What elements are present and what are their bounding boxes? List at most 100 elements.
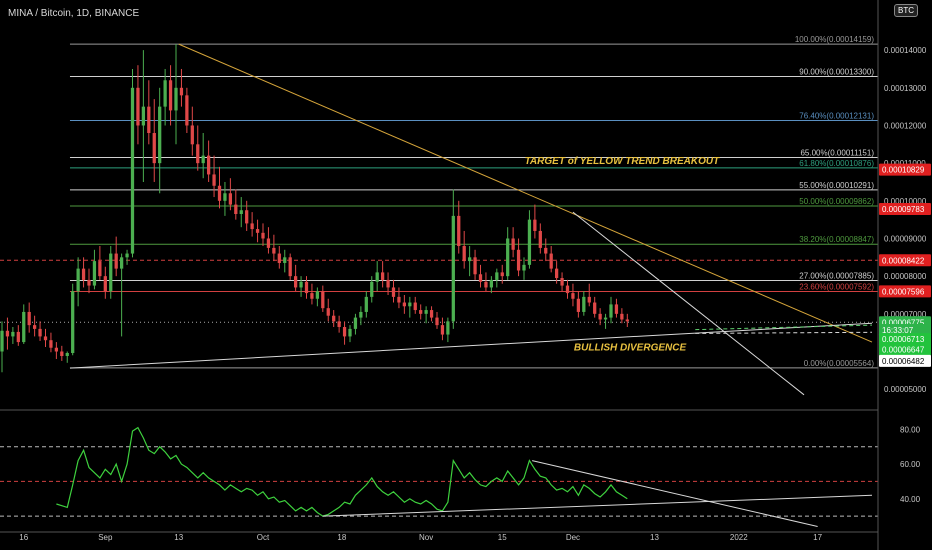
candle-down <box>457 200 461 254</box>
candle-down <box>234 189 238 220</box>
candle-body <box>593 302 597 314</box>
candle-body <box>60 351 64 357</box>
candle-down <box>5 317 10 350</box>
candle-body <box>141 106 146 126</box>
candle-body <box>495 272 499 280</box>
rsi-resistance <box>532 460 818 528</box>
candle-down <box>250 212 254 237</box>
candle-body <box>217 185 222 201</box>
candle-body <box>0 330 4 352</box>
candle-body <box>533 219 537 231</box>
candle-down <box>560 272 564 292</box>
candle-body <box>152 133 156 164</box>
candle-down <box>136 65 140 145</box>
candle-down <box>255 219 260 243</box>
candle-body <box>32 325 37 329</box>
price-tag: 16:33:07 <box>879 324 931 337</box>
candle-down <box>473 249 477 280</box>
candle-body <box>489 279 494 288</box>
trendlines <box>69 43 873 396</box>
candle-body <box>342 327 347 337</box>
candle-down <box>293 264 298 292</box>
price-tick-label: 0.00005000 <box>884 385 927 394</box>
price-tick-label: 0.00009000 <box>884 234 927 243</box>
price-tick-label: 0.00014000 <box>884 46 927 55</box>
candle-down <box>98 246 102 280</box>
candle-body <box>283 257 287 263</box>
candle-up <box>11 327 15 344</box>
candle-up <box>353 313 358 335</box>
descending-line <box>572 211 805 396</box>
candle-down <box>326 298 330 322</box>
candle-down <box>342 321 347 345</box>
candle-down <box>386 272 390 295</box>
candle-up <box>408 296 412 318</box>
candle-body <box>103 276 107 292</box>
candle-down <box>261 223 265 247</box>
price-tag-label: 0.00007596 <box>882 287 925 296</box>
candle-body <box>473 257 477 275</box>
currency-badge[interactable]: BTC <box>894 4 918 17</box>
yellow-trend <box>178 43 873 343</box>
candle-body <box>196 144 200 164</box>
price-tag-label: 0.00008422 <box>882 256 925 265</box>
candle-down <box>272 234 276 262</box>
time-tick-label: 17 <box>813 533 822 542</box>
candle-body <box>206 155 211 175</box>
dash-green-1 <box>695 324 873 331</box>
candle-down <box>598 308 602 326</box>
candle-body <box>109 253 113 292</box>
candle-body <box>92 261 97 286</box>
dash-white <box>695 331 873 334</box>
price-tag-label: 0.00009783 <box>882 205 925 214</box>
price-tag: 0.00006482 <box>879 354 931 367</box>
candle-down <box>304 276 309 299</box>
candle-body <box>435 317 439 326</box>
candle-down <box>16 325 20 346</box>
price-tag-bg <box>879 333 931 346</box>
price-tag-label: 0.00010829 <box>882 166 925 175</box>
rsi-pane <box>0 426 878 528</box>
candle-body <box>266 238 271 248</box>
time-tick-label: 15 <box>498 533 507 542</box>
candle-body <box>440 325 445 335</box>
candle-down <box>310 283 314 305</box>
candle-body <box>408 302 412 307</box>
candle-down <box>380 261 385 288</box>
candle-body <box>272 247 276 254</box>
candle-down <box>38 321 42 341</box>
annotations: TARGET of YELLOW TREND BREAKOUT BULLISH D… <box>525 156 721 353</box>
candle-body <box>500 272 504 277</box>
candle-body <box>245 210 249 224</box>
candle-body <box>16 331 20 343</box>
price-tag-bg <box>879 254 931 267</box>
candle-body <box>424 310 428 314</box>
candles <box>0 44 629 373</box>
candle-up <box>130 68 135 258</box>
candle-body <box>565 285 570 294</box>
candle-body <box>277 253 281 263</box>
price-tag-bg <box>879 285 931 298</box>
candle-up <box>370 276 374 303</box>
candle-down <box>435 311 439 329</box>
candle-body <box>544 247 548 254</box>
candle-body <box>163 80 167 107</box>
candle-body <box>484 281 488 288</box>
rsi-support <box>322 494 873 517</box>
price-tags: 0.00010829 0.00009783 0.00008422 0.00007596… <box>879 163 931 367</box>
candle-up <box>495 268 499 288</box>
candle-up <box>22 304 26 344</box>
candle-body <box>614 304 619 314</box>
candle-up <box>299 276 303 297</box>
candle-down <box>549 246 553 273</box>
candle-body <box>38 328 42 337</box>
price-tick-label: 0.00010000 <box>884 197 927 206</box>
candle-body <box>380 272 385 280</box>
chart-title: MINA / Bitcoin, 1D, BINANCE <box>8 8 140 19</box>
candle-body <box>158 106 162 164</box>
price-tag-bg <box>879 343 931 356</box>
candle-up <box>141 50 146 182</box>
candle-body <box>516 249 521 271</box>
candle-down <box>440 317 445 341</box>
rsi-tick-label: 60.00 <box>900 460 921 469</box>
